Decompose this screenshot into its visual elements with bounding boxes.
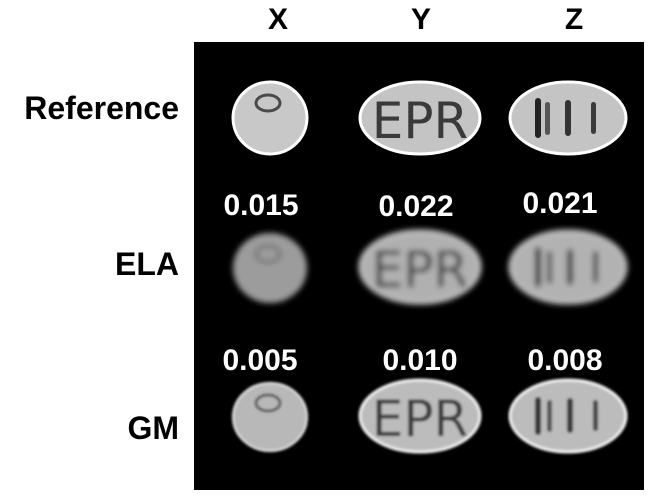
phantom-letters: EPR: [372, 92, 468, 150]
column-header-y: Y: [410, 3, 431, 36]
reference-z-slice: [508, 80, 628, 156]
ela-z-slice: [508, 229, 628, 305]
score-gm-x: 0.005: [222, 344, 298, 377]
gm-x-slice: [232, 382, 308, 452]
row-label-reference: Reference: [24, 90, 179, 126]
score-gm-y: 0.010: [382, 344, 458, 377]
gm-z-slice: [508, 378, 628, 454]
reference-y-slice: EPR: [358, 80, 482, 156]
score-ela-z: 0.021: [522, 187, 598, 220]
ela-x-slice: [233, 233, 307, 303]
reference-x-slice: [231, 80, 309, 156]
phantom-image-grid: EPR EPR: [231, 80, 628, 454]
score-gm-z: 0.008: [527, 344, 603, 377]
ela-y-slice: EPR: [358, 229, 482, 305]
row-label-gm: GM: [127, 410, 179, 446]
reconstruction-panel: EPR EPR: [194, 42, 644, 490]
phantom-letters: EPR: [372, 241, 468, 299]
column-header-x: X: [267, 3, 288, 36]
row-label-ela: ELA: [115, 246, 179, 282]
score-ela-y: 0.022: [378, 190, 454, 223]
gm-y-slice: EPR: [358, 378, 482, 454]
score-ela-x: 0.015: [223, 189, 299, 222]
column-header-z: Z: [564, 3, 584, 36]
phantom-letters: EPR: [372, 390, 468, 448]
